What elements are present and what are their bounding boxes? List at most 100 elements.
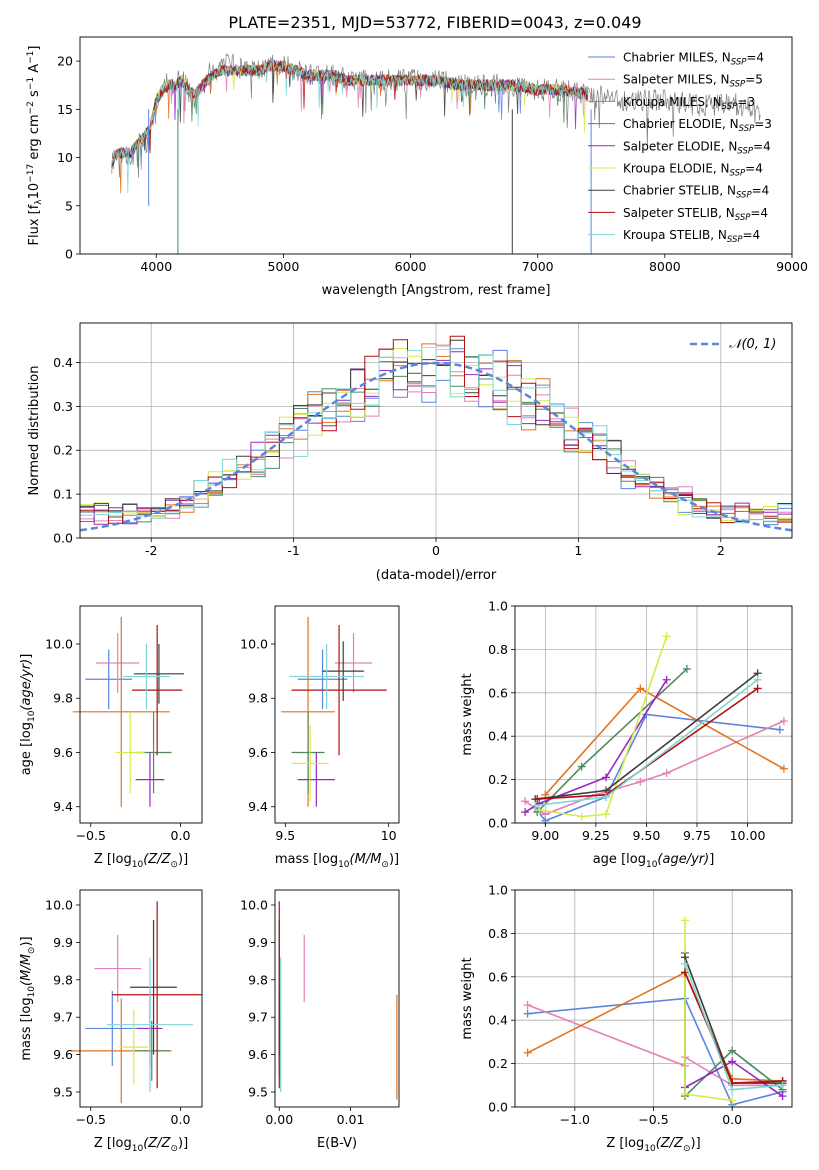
y-tick-label: 0.0 <box>488 1100 508 1115</box>
weight-line-4 <box>684 952 784 1099</box>
weight-marker <box>601 773 610 782</box>
weight-marker <box>531 801 540 810</box>
y-tick-label: 9.6 <box>248 745 268 760</box>
x-tick-label: 0.0 <box>171 1112 191 1127</box>
y-tick-label: 10.0 <box>45 636 73 651</box>
y-tick-label: 0.8 <box>488 642 508 657</box>
weight-marker <box>523 1001 532 1010</box>
x-tick-label: 5000 <box>268 259 300 274</box>
x-tick-label: 9.50 <box>633 828 661 843</box>
y-tick-label: 9.5 <box>53 1085 73 1100</box>
y-tick-label: 0.0 <box>53 531 73 546</box>
x-tick-label: 0.0 <box>722 1112 742 1127</box>
y-tick-label: 9.4 <box>53 799 73 814</box>
weight-marker <box>778 1092 787 1101</box>
y-tick-label: 1.0 <box>488 883 508 898</box>
y-tick-label: 0.3 <box>53 399 73 414</box>
x-tick-label: 10 <box>381 828 397 843</box>
y-tick-label: 9.7 <box>53 1010 73 1025</box>
y-tick-label: 5 <box>65 198 73 213</box>
y-tick-label: 9.7 <box>248 1010 268 1025</box>
y-tick-label: 10.0 <box>45 897 73 912</box>
panel-age-vs-Z: −0.5 0.0 9.4 9.6 9.8 10.0 Z [log10(Z/Z⊙)] age [… <box>19 605 203 870</box>
axes-frame <box>79 36 793 255</box>
panel-residual-hist: -2 -1 0 1 2 0.0 0.1 0.2 0.3 0.4 (data-model)/error… <box>27 322 793 583</box>
weight-marker <box>636 777 645 786</box>
x-tick-label: 4000 <box>140 259 172 274</box>
y-tick-label: 9.8 <box>53 972 73 987</box>
weight-marker <box>523 1009 532 1018</box>
x-axis-label: Z [log10(Z/Z⊙)] <box>94 1136 188 1154</box>
weight-line-2 <box>527 1004 783 1087</box>
x-tick-label: 1 <box>574 543 582 558</box>
x-axis-label: Z [log10(Z/Z⊙)] <box>606 1136 700 1154</box>
x-axis-label: E(B-V) <box>317 1136 357 1151</box>
y-axis-label: Flux [fλ10−17 erg cm−2 s−1 A−1] <box>26 46 44 246</box>
y-tick-label: 20 <box>57 54 73 69</box>
weight-marker <box>778 1081 787 1090</box>
x-tick-label: 9.00 <box>531 828 559 843</box>
y-tick-label: 15 <box>57 102 73 117</box>
y-tick-label: 0.4 <box>488 729 508 744</box>
x-tick-label: 0.0 <box>171 828 191 843</box>
y-tick-label: 0.2 <box>488 1056 508 1071</box>
spectrum-legend: Chabrier MILES, NSSP=4 Salpeter MILES, NS… <box>588 51 772 245</box>
panel-spectrum: 4000 5000 6000 7000 8000 9000 0 5 10 15 20 waveleng… <box>26 36 808 298</box>
weight-marker <box>601 792 610 801</box>
axes-frame <box>79 605 203 824</box>
x-tick-label: 9.5 <box>275 828 295 843</box>
y-tick-label: 0.6 <box>488 969 508 984</box>
legend-entry-5: Salpeter ELODIE, NSSP=4 <box>623 139 771 156</box>
normal-reference-curve <box>79 361 793 532</box>
weight-marker <box>682 664 691 673</box>
axes-frame <box>79 889 203 1108</box>
weight-marker <box>728 1096 737 1105</box>
x-tick-label: -2 <box>145 543 157 558</box>
x-tick-label: −1.0 <box>560 1112 590 1127</box>
y-tick-label: 9.8 <box>53 691 73 706</box>
weight-marker <box>533 795 542 804</box>
x-tick-label: −0.5 <box>76 828 106 843</box>
weight-marker <box>779 717 788 726</box>
legend-entry-9: Kroupa STELIB, NSSP=4 <box>623 228 760 245</box>
y-axis-label: Normed distribution <box>27 366 42 496</box>
axes-frame <box>514 605 793 824</box>
y-tick-label: 9.6 <box>53 1047 73 1062</box>
model-fit-line-8 <box>111 60 589 167</box>
weight-marker <box>662 675 671 684</box>
y-tick-label: 9.4 <box>248 799 268 814</box>
y-tick-label: 0.4 <box>488 1013 508 1028</box>
weight-marker <box>779 764 788 773</box>
weight-marker <box>753 684 762 693</box>
y-axis-label: age [log10(age/yr)] <box>19 654 37 776</box>
x-tick-label: 7000 <box>522 259 554 274</box>
y-tick-label: 0.1 <box>53 487 73 502</box>
weight-marker <box>680 1089 689 1098</box>
y-tick-label: 9.9 <box>248 935 268 950</box>
weight-line-2 <box>524 720 785 816</box>
x-axis-label: (data-model)/error <box>376 568 497 583</box>
y-tick-label: 0.2 <box>53 443 73 458</box>
weight-marker <box>521 808 530 817</box>
y-tick-label: 10 <box>57 150 73 165</box>
x-tick-label: -1 <box>287 543 299 558</box>
x-tick-label: 0.00 <box>265 1112 293 1127</box>
legend-entry-4: Chabrier ELODIE, NSSP=3 <box>623 117 772 134</box>
panel-mass-vs-Z: −0.5 0.0 9.5 9.6 9.7 9.8 9.9 10.0 Z [log10(Z/Z⊙)… <box>19 889 203 1154</box>
weight-line-6 <box>539 636 668 818</box>
y-tick-label: 0.8 <box>488 926 508 941</box>
weight-marker <box>728 1057 737 1066</box>
weight-line-3 <box>527 971 783 1082</box>
y-tick-label: 9.6 <box>53 745 73 760</box>
legend-entry-normal: 𝒩(0, 1) <box>729 337 776 352</box>
x-tick-label: −0.5 <box>638 1112 668 1127</box>
panel-mass-vs-ebv: 0.00 0.01 9.5 9.6 9.7 9.8 9.9 10.0 E(B-V) <box>240 889 400 1151</box>
y-tick-label: 0 <box>65 247 73 262</box>
histogram-step-9 <box>80 345 792 524</box>
spectrum-lines <box>111 53 761 254</box>
weight-marker <box>523 1048 532 1057</box>
x-tick-label: 9.25 <box>582 828 610 843</box>
weight-marker <box>577 762 586 771</box>
weight-marker <box>680 959 689 968</box>
